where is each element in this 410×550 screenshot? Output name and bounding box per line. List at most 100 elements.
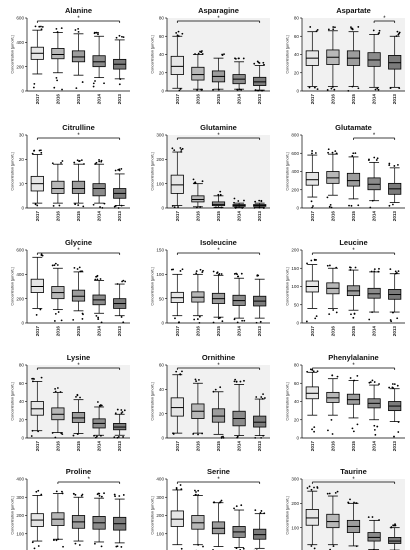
- outlier-point: [57, 311, 60, 313]
- chart-title: Phenylalanine: [328, 353, 378, 362]
- outlier-point: [201, 432, 204, 435]
- outlier-point: [222, 435, 224, 438]
- outlier-point: [199, 268, 202, 271]
- outlier-point: [99, 206, 101, 208]
- outlier-point: [396, 317, 399, 320]
- x-tick-label: 2017: [35, 441, 40, 452]
- outlier-point: [351, 27, 354, 30]
- outlier-point: [59, 391, 62, 393]
- box-iqr: [191, 195, 205, 203]
- box-2014: [232, 197, 246, 209]
- outlier-point: [118, 495, 121, 497]
- y-tick-label: 40: [294, 399, 300, 404]
- y-tick-label: 200: [156, 157, 164, 162]
- box-2013: [113, 34, 127, 86]
- x-tick-label: 2013: [257, 211, 262, 222]
- x-tick-label: 2016: [195, 94, 200, 105]
- x-tick-label: 2016: [330, 441, 335, 452]
- box-2017: [30, 149, 44, 207]
- outlier-point: [378, 383, 380, 385]
- x-tick-label: 2014: [372, 326, 377, 337]
- outlier-point: [336, 490, 339, 493]
- outlier-point: [82, 205, 85, 208]
- box-2017: [305, 150, 319, 209]
- box-iqr: [305, 509, 319, 526]
- outlier-point: [331, 374, 334, 377]
- box-2013: [388, 162, 402, 207]
- outlier-point: [39, 149, 42, 152]
- outlier-point: [36, 204, 39, 207]
- outlier-point: [356, 423, 359, 426]
- outlier-point: [326, 492, 329, 495]
- outlier-point: [332, 545, 335, 547]
- box-iqr: [92, 183, 106, 197]
- box-2015: [71, 27, 86, 90]
- outlier-point: [35, 490, 38, 493]
- outlier-point: [326, 196, 329, 199]
- outlier-point: [79, 270, 82, 273]
- x-tick-label: 2013: [257, 441, 262, 452]
- y-tick-label: 0: [21, 206, 24, 211]
- outlier-point: [99, 278, 102, 280]
- y-tick-label: 300: [156, 495, 164, 500]
- outlier-point: [255, 396, 258, 398]
- x-tick-label: 2013: [392, 326, 397, 337]
- outlier-point: [311, 150, 314, 152]
- outlier-point: [97, 316, 100, 319]
- x-tick-label: 2016: [195, 211, 200, 222]
- outlier-point: [60, 162, 62, 164]
- outlier-point: [310, 488, 313, 491]
- outlier-point: [310, 545, 313, 547]
- outlier-point: [316, 28, 319, 31]
- outlier-point: [94, 436, 97, 439]
- outlier-point: [33, 378, 35, 380]
- outlier-point: [328, 313, 331, 316]
- outlier-point: [258, 206, 261, 209]
- x-tick-label: 2013: [257, 326, 262, 337]
- outlier-point: [233, 197, 236, 200]
- x-tick-label: 2015: [216, 94, 221, 105]
- outlier-point: [313, 486, 315, 489]
- box-2015: [346, 498, 361, 548]
- chart-title: Alanine: [65, 6, 92, 15]
- chart-title: Taurine: [340, 467, 367, 476]
- outlier-point: [212, 321, 215, 324]
- box-2014: [232, 378, 246, 439]
- outlier-point: [92, 82, 95, 85]
- x-tick-label: 2017: [175, 94, 180, 105]
- significance-marker: *: [88, 477, 91, 483]
- box-2015: [211, 270, 226, 324]
- y-tick-label: 40: [159, 387, 165, 392]
- x-tick-label: 2015: [351, 441, 356, 452]
- outlier-point: [197, 52, 200, 55]
- outlier-point: [373, 156, 376, 159]
- outlier-point: [92, 203, 95, 206]
- x-tick-label: 2016: [195, 441, 200, 452]
- outlier-point: [334, 491, 337, 494]
- outlier-point: [239, 380, 242, 383]
- x-tick-label: 2014: [237, 94, 242, 105]
- outlier-point: [55, 490, 58, 493]
- outlier-point: [32, 86, 35, 89]
- y-tick-label: 0: [21, 321, 24, 326]
- box-2017: [305, 368, 319, 433]
- box-2015: [346, 152, 361, 207]
- outlier-point: [198, 378, 200, 381]
- box-iqr: [51, 48, 65, 60]
- box-2014: [367, 379, 381, 436]
- outlier-point: [94, 163, 97, 165]
- chart-isoleucine: Isoleucine Concentration [µmol/L] 0 50 100 15…: [151, 238, 270, 337]
- outlier-point: [243, 319, 246, 322]
- outlier-point: [177, 321, 180, 324]
- outlier-point: [241, 207, 244, 209]
- outlier-point: [254, 509, 257, 512]
- outlier-point: [51, 432, 54, 434]
- y-tick-label: 400: [16, 40, 24, 45]
- outlier-point: [254, 89, 257, 92]
- outlier-point: [96, 401, 99, 403]
- outlier-point: [97, 318, 100, 320]
- outlier-point: [397, 164, 399, 166]
- box-2016: [51, 27, 65, 91]
- x-tick-label: 2014: [97, 441, 102, 452]
